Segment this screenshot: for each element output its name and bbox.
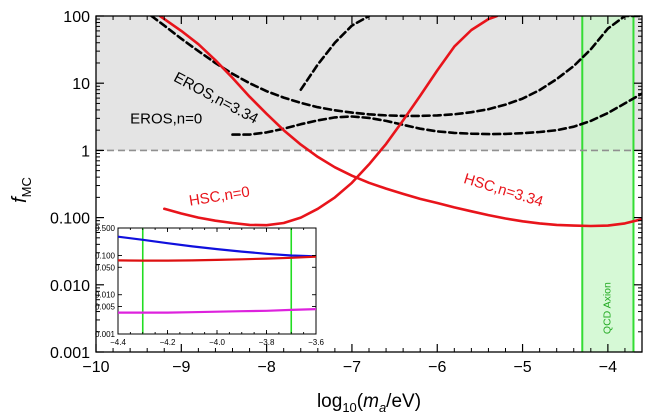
y-tick-label: 100	[63, 9, 90, 26]
y-tick-label: 0.010	[50, 278, 90, 295]
x-tick-label: −10	[82, 359, 109, 376]
inset-y-tick-label: 0.010	[95, 291, 116, 300]
inset-x-tick-label: −3.8	[259, 338, 275, 347]
inset-series-line-1	[118, 255, 316, 262]
series-line-2	[299, 16, 371, 91]
y-tick-label: 0.001	[50, 345, 90, 362]
inset-x-tick-labels: −4.4 −4.2 −4.0 −3.8 −3.6	[110, 338, 324, 347]
inset-series-line-0	[118, 235, 316, 258]
y-tick-label: 1	[81, 143, 90, 160]
inset-y-tick-label: 0.005	[95, 303, 116, 312]
inset-y-tick-label: 0.050	[95, 263, 116, 272]
qcd-axion-label: QCD Axion	[602, 282, 614, 334]
inset-x-tick-label: −4.0	[209, 338, 225, 347]
inset-y-tick-label: 0.500	[95, 224, 116, 233]
x-tick-label: −8	[258, 359, 276, 376]
inset-y-tick-labels: 0.001 0.005 0.010 0.050 0.100 0.500	[95, 224, 116, 339]
y-tick-label: 0.100	[50, 211, 90, 228]
series-line-3	[163, 16, 499, 227]
inset-plot: −4.4 −4.2 −4.0 −3.8 −3.6 0.001 0.005 0.010 0.05…	[95, 224, 324, 347]
inset-tick-marks	[117, 227, 317, 335]
inset-x-tick-label: −4.4	[110, 338, 126, 347]
x-tick-label: −4	[599, 359, 617, 376]
main-plot: −10 −9 −8 −7 −6 −5 −4 0.001 0.010 0.100 1 10 100 ER…	[9, 9, 643, 415]
curve-label: EROS,n=0	[130, 111, 202, 128]
y-tick-label: 10	[72, 76, 90, 93]
inset-series-group	[118, 235, 316, 314]
inset-series-line-2	[118, 308, 316, 314]
inset-y-tick-label: 0.001	[95, 330, 116, 339]
inset-x-tick-label: −4.2	[160, 338, 176, 347]
series-group	[150, 16, 642, 228]
inset-y-tick-label: 0.100	[95, 251, 116, 260]
series-line-0	[150, 16, 642, 118]
x-tick-label: −7	[343, 359, 361, 376]
inset-band-edges	[141, 228, 293, 334]
y-axis-label: fMC	[9, 177, 34, 203]
x-tick-label: −6	[428, 359, 446, 376]
y-tick-labels: 0.001 0.010 0.100 1 10 100	[50, 9, 90, 362]
tick-marks	[95, 15, 643, 353]
inset-x-tick-label: −3.6	[308, 338, 324, 347]
x-tick-labels: −10 −9 −8 −7 −6 −5 −4	[82, 359, 617, 376]
inset-plot-area	[117, 227, 317, 335]
series-line-4	[158, 16, 642, 228]
series-line-1	[231, 92, 642, 136]
x-tick-label: −9	[172, 359, 190, 376]
x-axis-label: log10(ma/eV)	[317, 391, 421, 415]
x-tick-label: −5	[513, 359, 531, 376]
qcd-axion-band	[582, 16, 634, 352]
